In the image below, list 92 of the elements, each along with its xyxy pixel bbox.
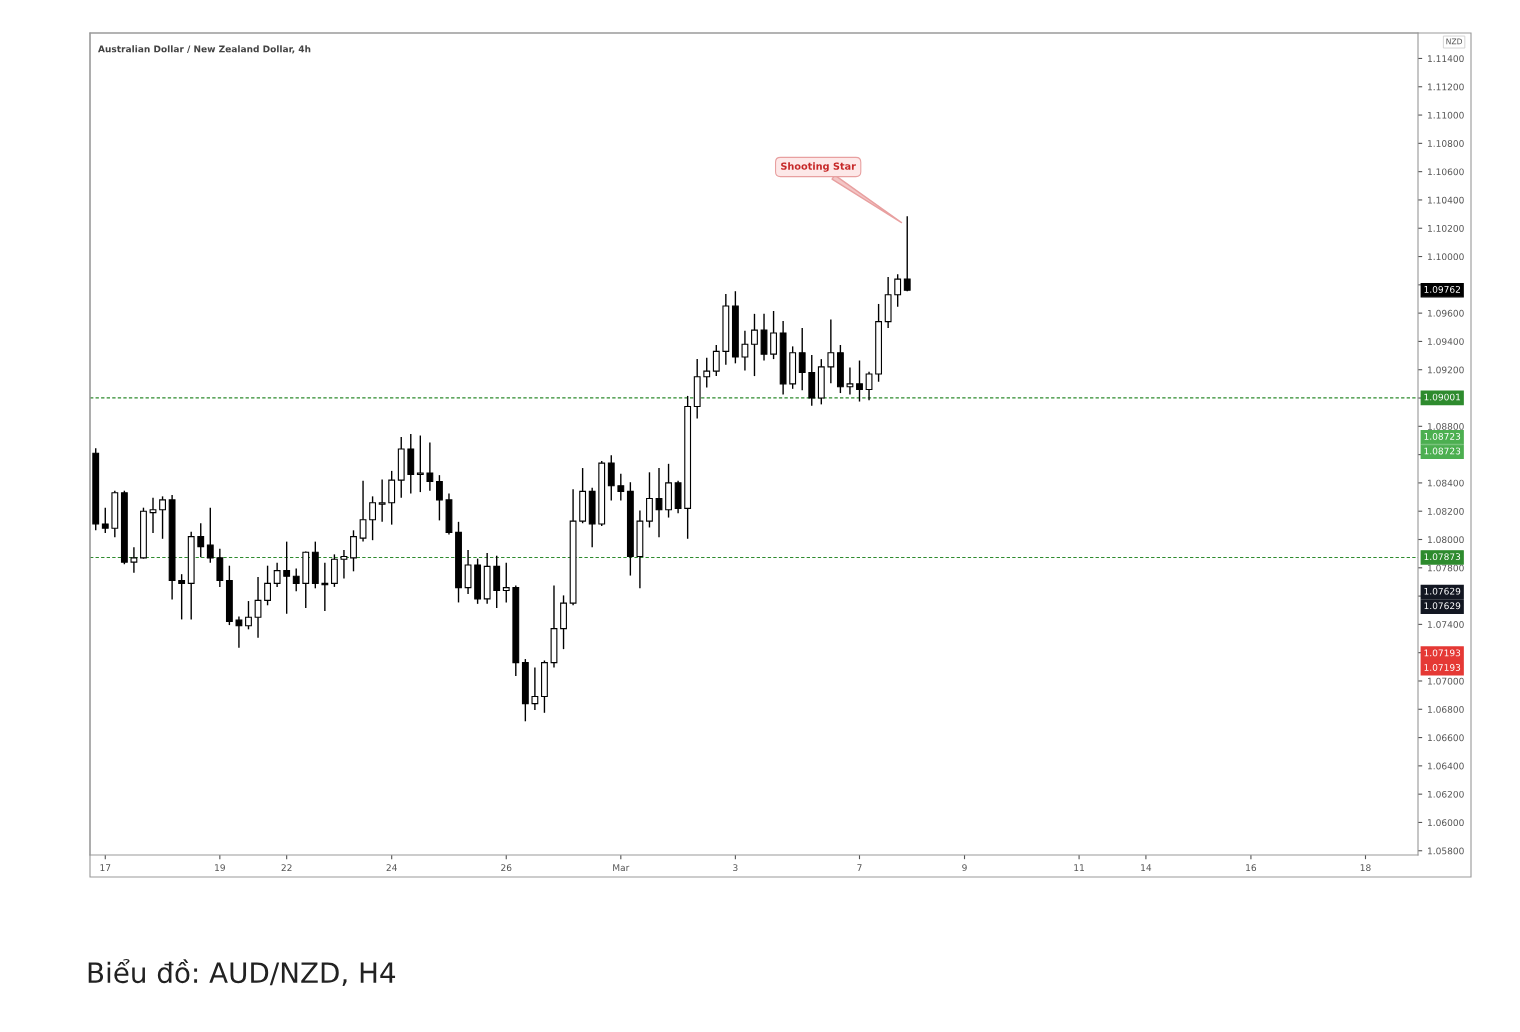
candlestick: [292, 568, 300, 592]
ref-line-label: 1.09001: [1424, 393, 1461, 401]
y-tick-label: 1.09600: [1428, 309, 1464, 317]
y-tick-label: 1.08800: [1428, 423, 1464, 430]
candlestick: [206, 507, 214, 563]
candlestick: [178, 574, 186, 620]
candlestick: [350, 530, 357, 572]
y-tick-label: 1.06400: [1428, 762, 1464, 770]
x-tick-label: 9: [962, 864, 967, 872]
y-tick-label: 1.09400: [1428, 338, 1464, 345]
text: 1.07629: [1424, 602, 1461, 610]
x-tick-label: 26: [501, 864, 512, 872]
candlestick: [703, 357, 711, 388]
candlestick: [197, 523, 205, 558]
candlestick: [646, 472, 653, 528]
y-tick-label: 1.10400: [1428, 196, 1464, 204]
candlestick: [464, 550, 472, 594]
candlestick: [101, 507, 109, 534]
candlestick: [827, 319, 835, 384]
y-tick-label: 1.07000: [1428, 677, 1464, 685]
candlestick: [617, 473, 625, 501]
y-tick-label: 1.07400: [1428, 621, 1464, 628]
candlestick: [865, 371, 873, 401]
y-tick-label: 1.10600: [1428, 168, 1464, 176]
x-tick-label: 11: [1074, 864, 1084, 871]
y-tick-label: 1.06000: [1428, 819, 1464, 827]
candlestick: [245, 601, 252, 630]
y-tick-label: 1.09200: [1428, 366, 1464, 374]
candlestick: [359, 480, 367, 542]
candlestick: [388, 470, 396, 525]
y-tick-label: 1.10000: [1428, 253, 1464, 261]
text: 1.07629: [1424, 587, 1461, 595]
x-tick-label: Mar: [613, 864, 630, 872]
y-tick-label: 1.08000: [1428, 536, 1464, 544]
y-tick-label: 1.08200: [1428, 507, 1464, 515]
candlestick: [235, 616, 243, 648]
candlestick: [130, 547, 138, 573]
candlestick: [273, 562, 281, 587]
text: 1.08723: [1424, 433, 1461, 440]
candlestick: [903, 216, 911, 292]
y-tick-label: 1.06200: [1428, 790, 1464, 798]
candlestick: [531, 667, 539, 710]
text: 1.08723: [1424, 447, 1461, 455]
candlestick: [416, 435, 424, 493]
y-tick-label: 1.11400: [1428, 55, 1464, 63]
ref-line-label: 1.07873: [1424, 553, 1461, 561]
candlestick: [798, 327, 806, 391]
x-tick-label: 3: [733, 864, 738, 872]
candlestick: [254, 577, 262, 638]
x-tick-label: 19: [215, 864, 225, 872]
x-tick-label: 22: [281, 864, 292, 871]
candlestick: [607, 455, 615, 501]
candlestick: [264, 565, 271, 606]
text: 1.07193: [1424, 664, 1461, 671]
y-tick-label: 1.11200: [1428, 83, 1464, 91]
y-tick-label: 1.05800: [1428, 847, 1464, 855]
candlestick: [369, 496, 377, 541]
x-tick-label: 17: [100, 864, 111, 871]
text: 1.09762: [1424, 286, 1460, 293]
candlestick: [741, 330, 749, 371]
text: Australian Dollar / New Zealand Dollar, 4h: [98, 45, 311, 54]
candlestick: [856, 360, 863, 402]
y-tick-label: 1.10800: [1428, 140, 1464, 147]
candlestick: [894, 274, 902, 307]
text: Biểu đồ: AUD/NZD, H4: [88, 958, 396, 987]
y-tick-label: 1.06800: [1428, 706, 1464, 713]
x-tick-label: 14: [1141, 864, 1152, 871]
x-tick-label: 18: [1360, 864, 1371, 872]
y-tick-label: 1.10200: [1428, 224, 1464, 232]
x-tick-label: 16: [1246, 864, 1257, 872]
y-tick-label: 1.07800: [1428, 564, 1464, 572]
candlestick: [751, 313, 758, 377]
y-tick-label: 1.11000: [1428, 111, 1464, 119]
x-tick-label: 7: [857, 864, 862, 871]
candlestick: [149, 497, 157, 534]
candlestick: [340, 550, 348, 579]
candlestick: [378, 479, 386, 522]
annotation: Shooting Star: [781, 162, 856, 172]
candlestick: [712, 344, 720, 377]
candlestick: [502, 562, 510, 603]
candlestick: [770, 311, 777, 360]
candlestick: [846, 367, 854, 395]
candlestick: [216, 548, 224, 587]
text: 1.07193: [1424, 649, 1461, 657]
candlestick: [283, 541, 291, 614]
y-tick-label: 1.06600: [1428, 734, 1464, 742]
candlestick: [655, 468, 663, 538]
candlestick: [159, 496, 166, 539]
y-tick-label: 1.08400: [1428, 479, 1464, 487]
candlestick: [436, 475, 443, 521]
candlestick: [426, 442, 434, 491]
x-tick-label: 24: [386, 864, 397, 871]
